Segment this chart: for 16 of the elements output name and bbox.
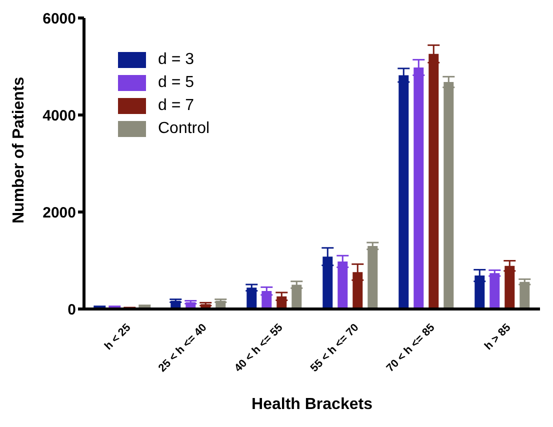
y-tick-label: 6000 [42,10,76,28]
x-tick-label: 55 < h <= 70 [308,322,362,375]
y-axis-title: Number of Patients [10,76,28,224]
x-tick-label: 40 < h <= 55 [232,322,286,375]
legend-label: d = 3 [158,50,194,68]
y-tick-label: 4000 [42,107,76,124]
legend-label: d = 7 [158,96,194,114]
legend-label: Control [158,120,210,138]
x-tick-label: 70 < h <= 85 [384,322,438,375]
y-tick-label: 0 [68,301,76,318]
y-tick-label: 2000 [42,204,76,222]
x-tick-label: h > 85 [482,322,514,352]
x-axis-title: Health Brackets [252,396,373,413]
x-tick-label: 25 < h <= 40 [156,322,210,375]
legend-label: d = 5 [158,74,194,92]
x-tick-label: h < 25 [102,322,134,352]
